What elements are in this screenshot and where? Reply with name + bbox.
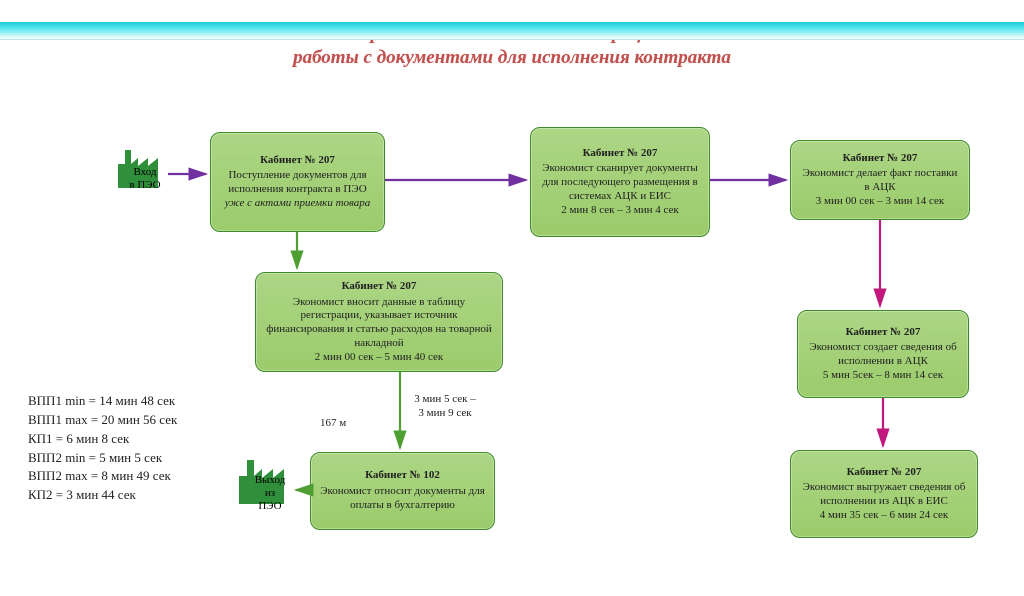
- exit-label-l2: из: [265, 487, 275, 499]
- entry-label: Вход в ПЭО: [125, 166, 165, 192]
- entry-label-l2: в ПЭО: [129, 179, 160, 191]
- node-title: Кабинет № 207: [264, 280, 494, 294]
- exit-label: Выход из ПЭО: [248, 474, 292, 514]
- node-time: 2 мин 00 сек – 5 мин 40 сек: [264, 351, 494, 365]
- node-export-eis: Кабинет № 207 Экономист выгружает сведен…: [790, 450, 978, 538]
- stat-line: ВПП1 min = 14 мин 48 сек: [28, 392, 177, 411]
- title-line-2: работы с документами для исполнения конт…: [293, 47, 731, 68]
- node-time: 3 мин 00 сек – 3 мин 14 сек: [799, 195, 961, 209]
- node-body: Экономист создает сведения об исполнении…: [806, 341, 960, 369]
- node-title: Кабинет № 207: [219, 154, 376, 168]
- stat-line: ВПП2 min = 5 мин 5 сек: [28, 449, 177, 468]
- node-receipt: Кабинет № 207 Поступление документов для…: [210, 132, 385, 232]
- edge-time-l1: 3 мин 5 сек –: [414, 393, 475, 405]
- node-deliver-accounting: Кабинет № 102 Экономист относит документ…: [310, 452, 495, 530]
- node-title: Кабинет № 207: [806, 326, 960, 340]
- stat-line: КП2 = 3 мин 44 сек: [28, 486, 177, 505]
- decorative-top-band: [0, 22, 1024, 40]
- node-time: 4 мин 35 сек – 6 мин 24 сек: [799, 509, 969, 523]
- node-scan: Кабинет № 207 Экономист сканирует докуме…: [530, 127, 710, 237]
- node-time: 5 мин 5сек – 8 мин 14 сек: [806, 369, 960, 383]
- stat-line: ВПП2 max = 8 мин 49 сек: [28, 467, 177, 486]
- node-register: Кабинет № 207 Экономист вносит данные в …: [255, 272, 503, 372]
- node-body: Экономист выгружает сведения об исполнен…: [799, 481, 969, 509]
- node-body: Экономист сканирует документы для послед…: [539, 162, 701, 203]
- node-body: Поступление документов для исполнения ко…: [219, 169, 376, 197]
- exit-label-l3: ПЭО: [258, 500, 281, 512]
- node-create-exec: Кабинет № 207 Экономист создает сведения…: [797, 310, 969, 398]
- stats-block: ВПП1 min = 14 мин 48 сек ВПП1 max = 20 м…: [28, 392, 177, 505]
- edge-time-l2: 3 мин 9 сек: [418, 407, 471, 419]
- node-italic: уже с актами приемки товара: [219, 197, 376, 211]
- stat-line: ВПП1 max = 20 мин 56 сек: [28, 411, 177, 430]
- node-time: 2 мин 8 сек – 3 мин 4 сек: [539, 204, 701, 218]
- node-title: Кабинет № 207: [799, 152, 961, 166]
- stat-line: КП1 = 6 мин 8 сек: [28, 430, 177, 449]
- node-title: Кабинет № 207: [799, 466, 969, 480]
- node-body: Экономист делает факт поставки в АЦК: [799, 167, 961, 195]
- entry-label-l1: Вход: [133, 166, 156, 178]
- node-title: Кабинет № 102: [319, 469, 486, 483]
- edge-time-label: 3 мин 5 сек – 3 мин 9 сек: [400, 392, 490, 421]
- node-delivery-fact: Кабинет № 207 Экономист делает факт пост…: [790, 140, 970, 220]
- node-body: Экономист относит документы для оплаты в…: [319, 485, 486, 513]
- edge-distance-label: 167 м: [320, 416, 346, 430]
- node-body: Экономист вносит данные в таблицу регист…: [264, 296, 494, 351]
- node-title: Кабинет № 207: [539, 147, 701, 161]
- exit-label-l1: Выход: [255, 474, 286, 486]
